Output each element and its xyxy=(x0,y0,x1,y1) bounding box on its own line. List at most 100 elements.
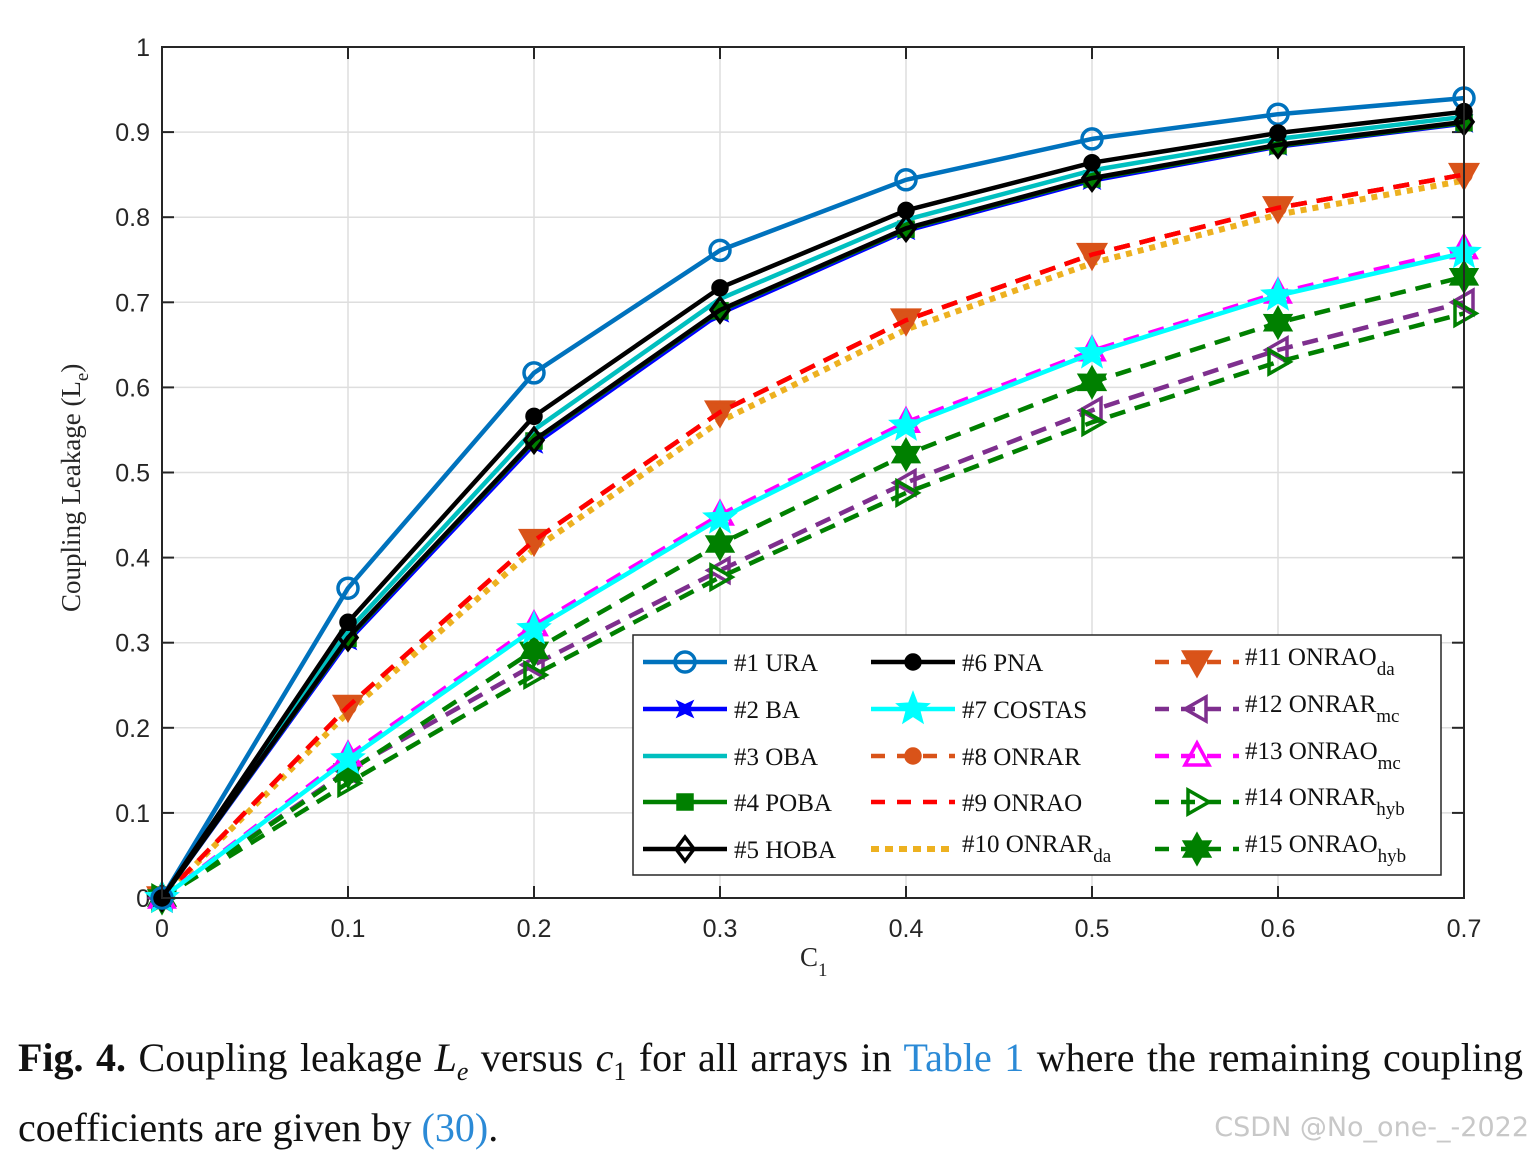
hexagram-marker xyxy=(1262,305,1294,341)
x-axis-label: C1 xyxy=(800,942,828,981)
hexagram-marker xyxy=(518,632,550,668)
legend-item: #10 ONRARda xyxy=(871,831,1112,867)
y-tick-label: 0.6 xyxy=(115,374,150,402)
circle-marker xyxy=(525,407,543,426)
legend-label: #12 ONRARmc xyxy=(1245,691,1399,727)
triangle-right-marker xyxy=(895,477,922,508)
circle-marker xyxy=(711,279,729,297)
le-symbol: Le xyxy=(434,1035,469,1086)
triangle-up-marker xyxy=(1182,739,1212,767)
x-tick-label: 0.3 xyxy=(703,915,738,943)
triangle-down-marker xyxy=(1181,650,1213,679)
series-line xyxy=(159,177,1465,901)
diamond-marker xyxy=(708,295,732,325)
legend-label: #6 PNA xyxy=(962,650,1043,677)
legend-item: #3 OBA xyxy=(643,744,818,771)
series-line xyxy=(160,172,1465,900)
circle-marker xyxy=(897,201,915,220)
series-lines xyxy=(144,86,1482,916)
triangle-right-marker xyxy=(1453,298,1480,329)
legend-item: #4 POBA xyxy=(643,790,832,817)
legend-item: #12 ONRARmc xyxy=(1155,691,1399,727)
triangle-left-marker xyxy=(1448,287,1475,318)
circle-marker xyxy=(522,361,546,385)
legend-label: #9 ONRAO xyxy=(962,790,1082,817)
star-marker xyxy=(702,499,738,534)
series-9 xyxy=(160,172,1465,900)
y-tick-label: 0.7 xyxy=(115,289,150,317)
y-tick-label: 0.2 xyxy=(115,715,150,743)
hexagram-marker xyxy=(1076,364,1108,400)
triangle-left-marker xyxy=(1181,693,1208,725)
series-7 xyxy=(144,233,1482,914)
legend-item: #5 HOBA xyxy=(643,834,836,864)
legend-label: #10 ONRARda xyxy=(962,831,1112,867)
legend-item: #14 ONRARhyb xyxy=(1155,784,1405,820)
circle-marker xyxy=(336,576,360,600)
legend-item: #15 ONRAOhyb xyxy=(1155,831,1406,867)
y-tick-label: 0.4 xyxy=(115,545,150,573)
circle-marker xyxy=(1269,124,1287,142)
hexagram-marker xyxy=(890,437,922,473)
diamond-marker xyxy=(522,425,546,456)
y-tick-label: 0.3 xyxy=(115,630,150,658)
figure-caption: Fig. 4. Coupling leakage Le versus c1 fo… xyxy=(18,1030,1523,1156)
x-tick-label: 0.6 xyxy=(1261,915,1296,943)
y-tick-label: 0.5 xyxy=(115,460,150,488)
legend-label: #5 HOBA xyxy=(734,837,836,864)
line-chart: 0 0.1 0.2 0.3 0.4 0.5 0.6 0.7 0 0.1 0.2 0.3 0.4 0.5 0.… xyxy=(56,34,1482,981)
circle-marker xyxy=(904,747,922,765)
star-marker xyxy=(1074,334,1110,369)
legend-item: #11 ONRAOda xyxy=(1155,644,1395,680)
triangle-left-marker xyxy=(704,555,731,586)
x-tick-label: 0.5 xyxy=(1075,915,1110,943)
hexagram-marker xyxy=(1181,831,1213,867)
table-link[interactable]: Table 1 xyxy=(903,1035,1025,1080)
series-line xyxy=(160,95,1465,900)
series-10 xyxy=(159,177,1465,901)
y-tick-label: 0.1 xyxy=(115,800,150,828)
caption-text: versus xyxy=(468,1035,596,1080)
figure-number: Fig. 4. xyxy=(18,1035,127,1080)
legend-item: #9 ONRAO xyxy=(871,790,1082,817)
triangle-right-marker xyxy=(709,562,736,593)
axis-ticks: 0 0.1 0.2 0.3 0.4 0.5 0.6 0.7 0 0.1 0.2 0.3 0.4 0.5 0.… xyxy=(115,34,1481,943)
c1-symbol: c1 xyxy=(595,1035,627,1086)
series-3 xyxy=(160,114,1465,900)
triangle-right-marker xyxy=(523,660,550,691)
legend-label: #15 ONRAOhyb xyxy=(1245,831,1406,867)
x-tick-label: 0.2 xyxy=(517,915,552,943)
series-line xyxy=(160,114,1465,900)
circle-marker xyxy=(894,168,918,192)
diamond-marker xyxy=(1266,129,1290,160)
equation-link[interactable]: (30) xyxy=(421,1105,489,1150)
y-tick-label: 0.8 xyxy=(115,204,150,232)
circle-marker xyxy=(708,238,732,263)
legend-item: #13 ONRAOmc xyxy=(1155,738,1401,774)
cross-marker xyxy=(675,699,695,719)
diamond-marker xyxy=(1080,163,1104,193)
legend-item: #1 URA xyxy=(643,650,818,677)
y-tick-label: 1 xyxy=(136,34,150,62)
diamond-marker xyxy=(894,213,918,244)
hexagram-marker xyxy=(704,526,736,562)
caption-text: Coupling leakage xyxy=(126,1035,435,1080)
series-line xyxy=(160,311,1465,900)
square-marker xyxy=(676,793,694,811)
legend-item: #7 COSTAS xyxy=(871,690,1087,725)
x-tick-label: 0.4 xyxy=(889,915,924,943)
triangle-left-marker xyxy=(890,467,917,498)
series-line xyxy=(160,274,1465,900)
legend-label: #13 ONRAOmc xyxy=(1245,738,1401,774)
caption-text: where the remaining coupling coefficient… xyxy=(18,1035,1523,1150)
y-axis-label: Coupling Leakage (Le) xyxy=(56,364,93,612)
triangle-right-marker xyxy=(1186,786,1213,818)
circle-marker xyxy=(1080,127,1104,151)
plot-frame xyxy=(161,46,1465,899)
series-line xyxy=(160,119,1465,900)
circle-marker xyxy=(904,653,922,671)
legend-item: #6 PNA xyxy=(871,650,1043,677)
triangle-right-marker xyxy=(1081,407,1108,438)
legend-label: #1 URA xyxy=(734,650,818,677)
legend-label: #11 ONRAOda xyxy=(1245,644,1395,680)
